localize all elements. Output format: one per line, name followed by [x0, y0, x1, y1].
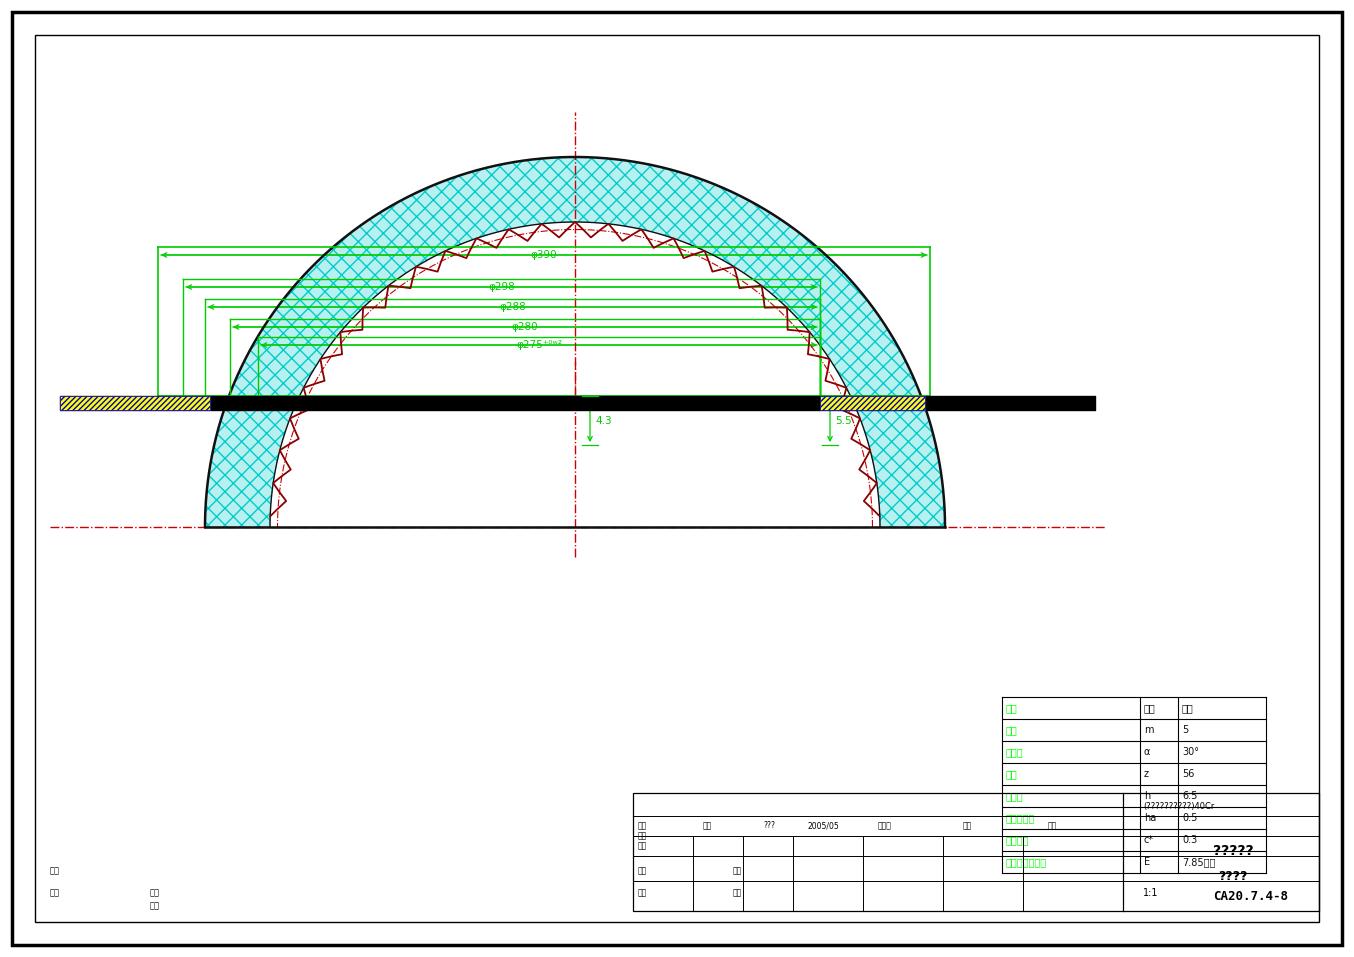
Text: 分量: 分量: [638, 841, 647, 851]
Text: 批准: 批准: [150, 888, 160, 898]
Text: z: z: [1144, 769, 1150, 779]
Text: 7.85粗糙: 7.85粗糙: [1182, 857, 1216, 867]
Text: (??????????)40Cr: (??????????)40Cr: [1143, 802, 1215, 811]
Text: φ275⁺⁰ʷ²: φ275⁺⁰ʷ²: [516, 340, 562, 350]
Text: 6.5: 6.5: [1182, 791, 1197, 801]
Text: 赵春: 赵春: [703, 821, 712, 831]
Polygon shape: [204, 157, 945, 527]
Text: 数量: 数量: [150, 901, 160, 910]
Bar: [821, 396, 925, 410]
Text: h: h: [1144, 791, 1151, 801]
Text: 审核: 审核: [638, 866, 647, 876]
Text: 1:1: 1:1: [1143, 888, 1159, 898]
Text: 工艺: 工艺: [638, 888, 647, 898]
Text: 代号: 代号: [1144, 703, 1156, 713]
Text: 5.5: 5.5: [835, 415, 852, 426]
Bar: [60, 396, 210, 410]
Text: 56: 56: [1182, 769, 1194, 779]
Text: 绘制比: 绘制比: [877, 821, 892, 831]
Text: 批准: 批准: [733, 866, 742, 876]
Text: 齿全高: 齿全高: [1006, 791, 1024, 801]
Text: 0.5: 0.5: [1182, 813, 1197, 823]
Text: 齿部: 齿部: [1182, 703, 1194, 713]
Text: 齿顶高系数: 齿顶高系数: [1006, 813, 1036, 823]
Text: 0.3: 0.3: [1182, 835, 1197, 845]
Text: φ298: φ298: [489, 282, 515, 292]
Text: E: E: [1144, 857, 1150, 867]
Text: φ280: φ280: [512, 322, 539, 332]
Text: 2005/05: 2005/05: [808, 821, 839, 831]
Text: φ390: φ390: [531, 250, 558, 260]
Text: 工艺: 工艺: [50, 888, 60, 898]
Text: m: m: [1144, 725, 1154, 735]
Text: 5: 5: [1182, 725, 1189, 735]
Text: 顶隙系数: 顶隙系数: [1006, 835, 1029, 845]
Text: 齿数: 齿数: [1006, 769, 1018, 779]
Bar: [60, 396, 210, 410]
Text: φ288: φ288: [500, 302, 525, 312]
Text: 4.3: 4.3: [594, 415, 612, 426]
Bar: [634, 793, 1319, 911]
Text: 分度圆弧齿槽宽: 分度圆弧齿槽宽: [1006, 857, 1047, 867]
Text: 制记: 制记: [638, 821, 647, 831]
Text: ????: ????: [1219, 870, 1248, 882]
Text: ?????: ?????: [1213, 844, 1254, 858]
Text: α: α: [1144, 747, 1151, 757]
Text: 压力角: 压力角: [1006, 747, 1024, 757]
Text: ha: ha: [1144, 813, 1156, 823]
Bar: [821, 396, 925, 410]
Text: 校核: 校核: [638, 832, 647, 840]
Text: 比例: 比例: [1048, 821, 1057, 831]
Text: 审核: 审核: [50, 866, 60, 876]
Text: c*: c*: [1144, 835, 1154, 845]
Text: 模数: 模数: [1006, 725, 1018, 735]
Text: 数量: 数量: [963, 821, 972, 831]
Text: 数量: 数量: [733, 888, 742, 898]
Text: ???: ???: [764, 821, 774, 831]
Text: 30°: 30°: [1182, 747, 1200, 757]
Text: CA20.7.4-8: CA20.7.4-8: [1213, 889, 1288, 902]
Text: 名称: 名称: [1006, 703, 1018, 713]
